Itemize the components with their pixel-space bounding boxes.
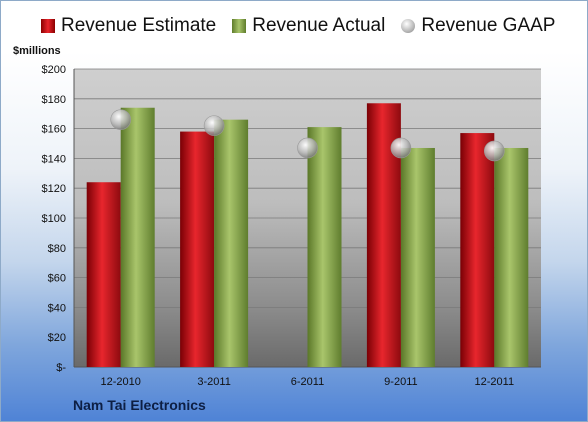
legend-label-estimate: Revenue Estimate (61, 15, 217, 36)
bar-actual-9-2011 (400, 147, 435, 367)
bar-actual-12-2010 (120, 107, 155, 368)
bar-estimate-12-2011 (460, 133, 495, 367)
marker-gaap-6-2011 (297, 137, 318, 159)
legend-item-estimate: Revenue Estimate (41, 15, 216, 37)
bar-estimate-12-2010 (86, 182, 121, 367)
legend-item-actual: Revenue Actual (232, 15, 385, 37)
y-tick-label-200: $200 (42, 64, 66, 76)
legend-swatch-estimate (41, 19, 55, 33)
marker-gaap-12-2010 (110, 109, 131, 130)
y-tick-label-160: $160 (42, 124, 66, 136)
x-tick-label-9-2011: 9-2011 (384, 376, 417, 388)
y-tick-label-180: $180 (42, 94, 66, 106)
legend-swatch-actual (232, 19, 247, 33)
y-tick-label-40: $40 (48, 302, 66, 314)
x-tick-label-3-2011: 3-2011 (197, 376, 230, 388)
legend: Revenue Estimate Revenue Actual Revenue … (41, 15, 571, 37)
legend-item-gaap: Revenue GAAP (401, 15, 555, 37)
company-name: Nam Tai Electronics (73, 397, 206, 413)
y-tick-label-120: $120 (42, 183, 66, 195)
y-axis-label: $millions (13, 45, 61, 57)
marker-gaap-9-2011 (390, 137, 412, 159)
legend-swatch-gaap (401, 19, 416, 33)
y-tick-label-100: $100 (42, 213, 66, 225)
bar-actual-3-2011 (214, 119, 249, 367)
legend-label-actual: Revenue Actual (252, 15, 386, 36)
legend-label-gaap: Revenue GAAP (421, 15, 556, 36)
x-tick-label-6-2011: 6-2011 (291, 376, 324, 388)
x-tick-label-12-2011: 12-2011 (475, 376, 515, 388)
y-tick-label-20: $20 (48, 332, 66, 344)
x-tick-label-12-2010: 12-2010 (101, 376, 141, 388)
y-tick-label-80: $80 (48, 243, 66, 255)
marker-gaap-3-2011 (203, 115, 225, 136)
bar-estimate-3-2011 (180, 131, 215, 367)
y-tick-label-60: $60 (48, 273, 66, 285)
y-tick-label-0: $- (56, 362, 66, 374)
bar-actual-6-2011 (307, 127, 342, 367)
marker-gaap-12-2011 (483, 140, 505, 162)
y-tick-label-140: $140 (42, 153, 66, 165)
bar-actual-12-2011 (494, 147, 529, 367)
